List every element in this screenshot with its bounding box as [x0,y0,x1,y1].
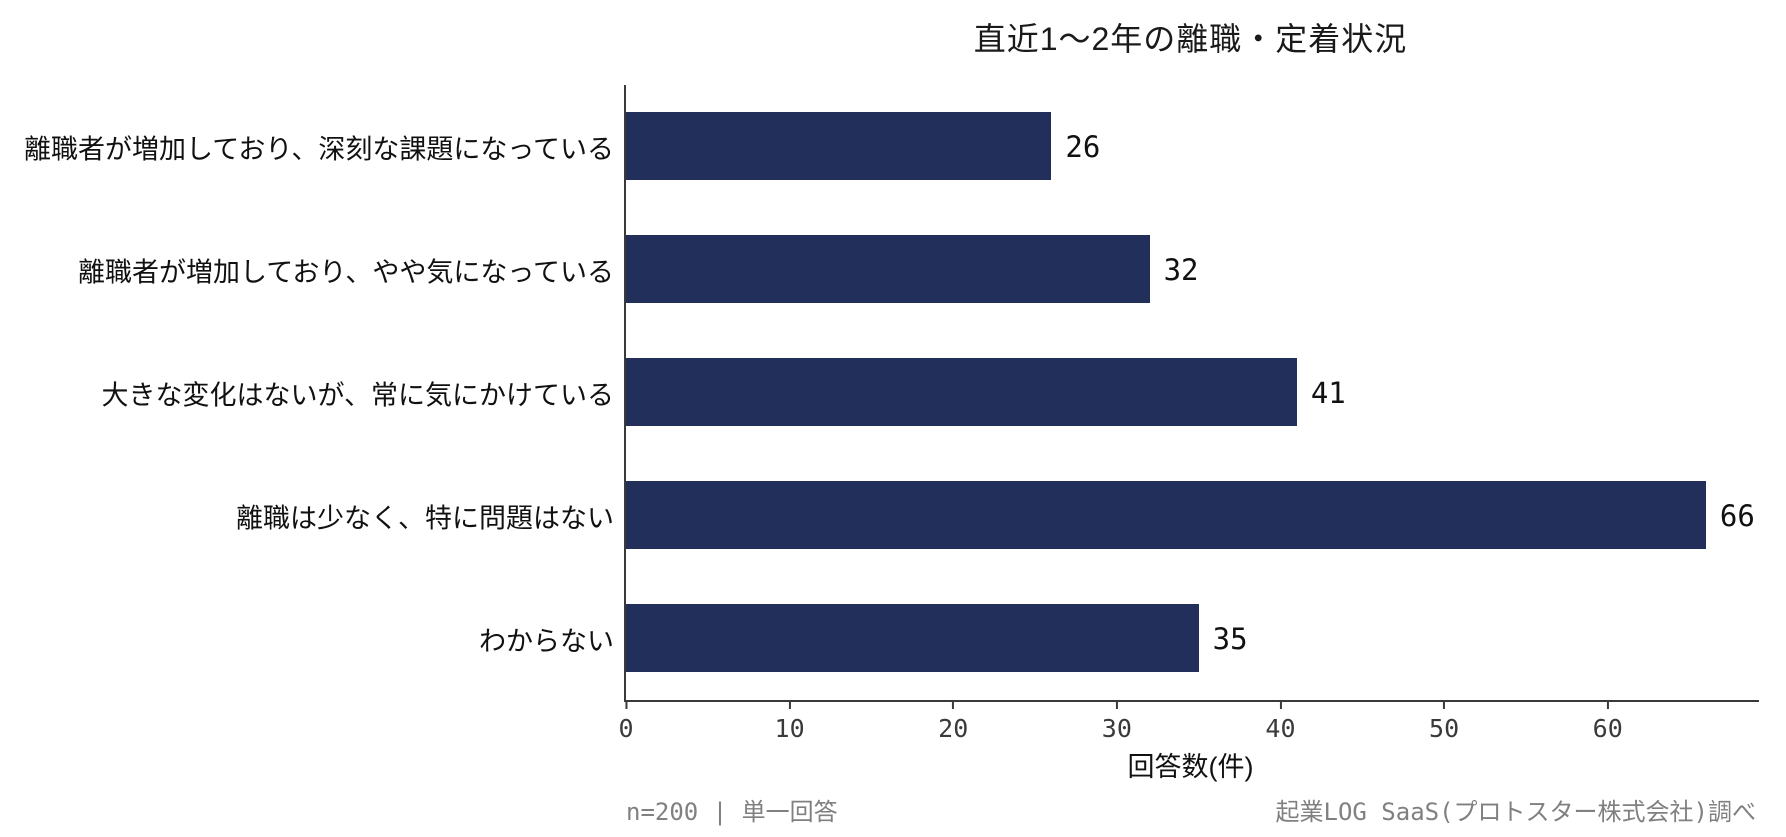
category-label: 離職者が増加しており、やや気になっている [78,257,614,287]
bar [626,112,1052,180]
bar [626,481,1706,549]
category-label: 離職者が増加しており、深刻な課題になっている [24,134,614,164]
tick-label: 40 [1265,714,1296,743]
category-label: 離職は少なく、特に問題はない [236,503,614,533]
x-axis-label: 回答数(件) [1127,752,1254,782]
value-label: 32 [1163,252,1199,287]
value-label: 41 [1310,375,1346,410]
tick-label: 60 [1592,714,1623,743]
plot-area: 離職者が増加しており、深刻な課題になっている 26 離職者が増加しており、やや気… [24,85,1755,743]
x-axis-line [624,700,1759,702]
tick-label: 50 [1429,714,1460,743]
tick-label: 0 [618,714,634,743]
tick-label: 20 [938,714,969,743]
value-label: 35 [1212,621,1248,656]
tick-mark [952,700,955,709]
chart-title: 直近1〜2年の離職・定着状況 [973,21,1408,57]
x-axis-tick: 10 [775,700,805,743]
tick-mark [1606,700,1609,709]
tick-mark [1443,700,1446,709]
tick-label: 30 [1101,714,1132,743]
bar-row: 大きな変化はないが、常に気にかけている 41 [102,331,1755,454]
bar-row: 離職者が増加しており、やや気になっている 32 [78,208,1755,331]
value-label: 66 [1719,498,1755,533]
x-axis-tick: 40 [1265,700,1296,743]
x-axis-tick: 0 [618,700,634,743]
x-axis-tick: 20 [938,700,968,743]
bar [626,358,1297,426]
y-axis-line [624,85,626,702]
category-label: 大きな変化はないが、常に気にかけている [101,380,614,410]
source-note: 起業LOG SaaS(プロトスター株式会社)調べ [1275,798,1757,826]
tick-label: 10 [774,714,805,743]
bar [626,604,1199,672]
value-label: 26 [1065,129,1101,164]
x-axis-tick: 60 [1593,700,1623,743]
tick-mark [625,700,627,709]
bar [626,235,1150,303]
tick-mark [1115,700,1118,709]
category-label: わからない [479,626,614,656]
bar-row: 離職は少なく、特に問題はない 66 [236,454,1755,577]
x-axis-tick: 50 [1429,700,1459,743]
bar-row: わからない 35 [479,577,1755,700]
tick-mark [788,700,791,709]
x-axis-tick: 30 [1102,700,1132,743]
tick-mark [1279,700,1282,709]
sample-size-note: n=200 | 単一回答 [626,798,838,826]
bar-row: 離職者が増加しており、深刻な課題になっている 26 [24,85,1755,208]
